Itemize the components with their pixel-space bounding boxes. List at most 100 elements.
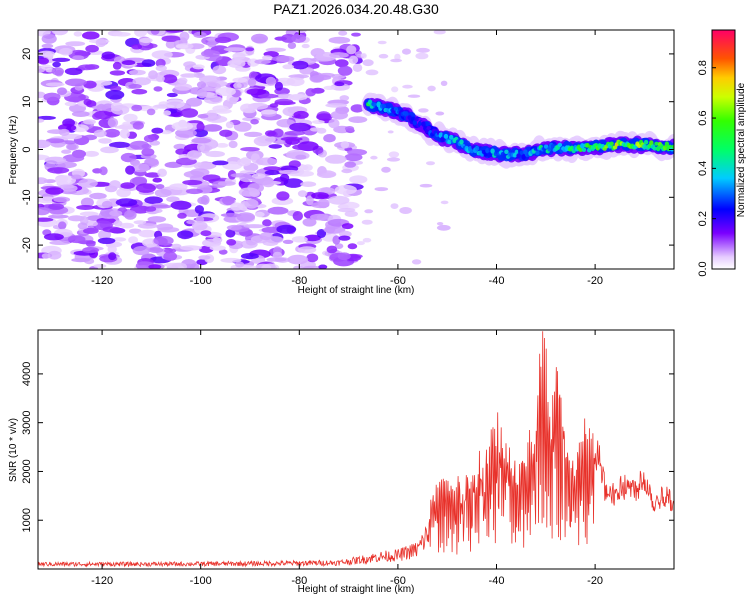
spectrogram-noise-blob: [128, 228, 142, 234]
spectrogram-noise-blob: [156, 75, 165, 83]
spectrogram-noise-blob: [71, 174, 82, 180]
spectrogram-noise-blob: [305, 88, 317, 97]
spectrogram-noise-blob: [95, 38, 107, 48]
spectrogram-noise-blob: [163, 110, 172, 116]
spectrogram-noise-blob: [282, 64, 295, 70]
spectrogram-noise-blob: [49, 240, 71, 245]
spectrogram-noise-blob: [148, 264, 162, 269]
spectrogram-noise-blob: [310, 213, 330, 221]
spectrogram-signal-blob: [447, 139, 452, 145]
spectrogram-signal-blob: [449, 134, 454, 140]
colorbar-gradient: [711, 29, 736, 270]
spectrogram-noise-blob: [297, 246, 317, 254]
spectrogram-noise-blob: [52, 61, 61, 68]
spectrogram-noise-blob: [182, 179, 203, 186]
snr-xticks: -120 -100 -80 -60 -40 -20: [91, 330, 603, 587]
spectrogram-noise-blob: [416, 47, 430, 53]
spectrogram-noise-blob: [262, 55, 273, 61]
spectrogram-noise-blob: [146, 108, 156, 116]
spectrogram-noise-blob: [113, 220, 123, 227]
snr-xtick-label: -60: [390, 575, 406, 587]
spectrogram-noise-blob: [128, 84, 142, 89]
spectrogram-xtick-label: -80: [291, 275, 307, 287]
spectrogram-noise-blob: [341, 168, 353, 174]
snr-ytick-label: 3000: [21, 410, 33, 434]
spectrogram-noise-blob: [143, 134, 156, 143]
spectrogram-noise-blob: [144, 172, 161, 178]
spectrogram-noise-blob: [131, 44, 143, 50]
spectrogram-noise-blob: [92, 112, 102, 120]
spectrogram-noise-blob: [86, 100, 97, 108]
spectrogram-noise-blob: [289, 122, 311, 132]
spectrogram-noise-blob: [180, 108, 199, 118]
spectrogram-noise-blob: [192, 64, 205, 70]
spectrogram-noise-blob: [402, 48, 411, 55]
spectrogram-noise-blob: [78, 178, 98, 188]
spectrogram-noise-blob: [171, 243, 182, 249]
spectrogram-noise-blob: [328, 36, 351, 44]
spectrogram-noise-blob: [107, 117, 119, 128]
spectrogram-noise-blob: [362, 237, 372, 243]
spectrogram-noise-blob: [227, 59, 246, 68]
spectrogram-noise-blob: [156, 223, 174, 231]
spectrogram-noise-blob: [191, 137, 211, 144]
spectrogram-noise-blob: [165, 99, 185, 109]
spectrogram-noise-blob: [325, 103, 348, 108]
spectrogram-noise-blob: [169, 183, 188, 190]
spectrogram-signal-blob: [543, 144, 549, 149]
spectrogram-noise-blob: [38, 177, 48, 185]
spectrogram-noise-blob: [175, 148, 188, 155]
spectrogram-signal-blob: [642, 143, 647, 150]
spectrogram-signal-blob: [585, 143, 590, 148]
spectrogram-noise-blob: [128, 236, 139, 244]
spectrogram-signal-blob: [519, 150, 525, 155]
spectrogram-noise-blob: [48, 203, 64, 210]
spectrogram-noise-blob: [293, 265, 304, 269]
spectrogram-noise-blob: [309, 127, 322, 132]
spectrogram-noise-blob: [257, 135, 276, 144]
spectrogram-signal-blob: [490, 148, 495, 154]
spectrogram-noise-blob: [177, 230, 194, 239]
spectrogram-noise-blob: [254, 59, 271, 65]
spectrogram-noise-blob: [139, 37, 153, 44]
spectrogram-noise-blob: [201, 50, 220, 58]
spectrogram-noise-blob: [132, 246, 151, 256]
spectrogram-noise-blob: [177, 77, 188, 84]
spectrogram-noise-blob: [194, 205, 204, 214]
spectrogram-noise-blob: [151, 127, 164, 134]
spectrogram-noise-blob: [350, 104, 364, 113]
spectrogram-noise-blob: [115, 198, 138, 207]
spectrogram-noise-blob: [78, 64, 96, 71]
spectrogram-noise-blob: [256, 157, 278, 166]
spectrogram-noise-blob: [317, 198, 330, 209]
spectrogram-noise-blob: [64, 101, 77, 107]
spectrogram-noise-blob: [291, 33, 307, 44]
spectrogram-noise-blob: [264, 130, 277, 137]
spectrogram-noise-blob: [286, 77, 305, 87]
spectrogram-noise-blob: [185, 188, 203, 195]
spectrogram-noise-blob: [141, 148, 155, 157]
spectrogram-noise-blob: [77, 222, 88, 230]
spectrogram-noise-blob: [180, 245, 202, 251]
spectrogram-noise-blob: [83, 134, 98, 141]
spectrogram-noise-blob: [266, 257, 287, 262]
spectrogram-noise-blob: [329, 52, 349, 59]
spectrogram-noise-blob: [135, 183, 156, 193]
spectrogram-noise-blob: [153, 86, 163, 92]
spectrogram-ytick-label: -20: [21, 237, 33, 253]
spectrogram-noise-blob: [302, 218, 317, 227]
spectrogram-noise-blob: [362, 59, 374, 67]
snr-xlabel: Height of straight line (km): [298, 584, 415, 595]
spectrogram-noise-blob: [280, 136, 303, 142]
spectrogram-signal-blob: [421, 121, 426, 127]
spectrogram-noise-blob: [426, 161, 435, 166]
spectrogram-noise-blob: [91, 105, 110, 110]
spectrogram-noise-blob: [328, 195, 350, 205]
spectrogram-noise-blob: [264, 170, 281, 176]
spectrogram-noise-blob: [131, 163, 150, 173]
snr-xtick-label: -80: [291, 575, 307, 587]
spectrogram-noise-blob: [179, 31, 190, 42]
spectrogram-noise-blob: [161, 35, 181, 42]
spectrogram-signal-blob: [654, 141, 659, 146]
spectrogram-noise-blob: [52, 57, 71, 63]
